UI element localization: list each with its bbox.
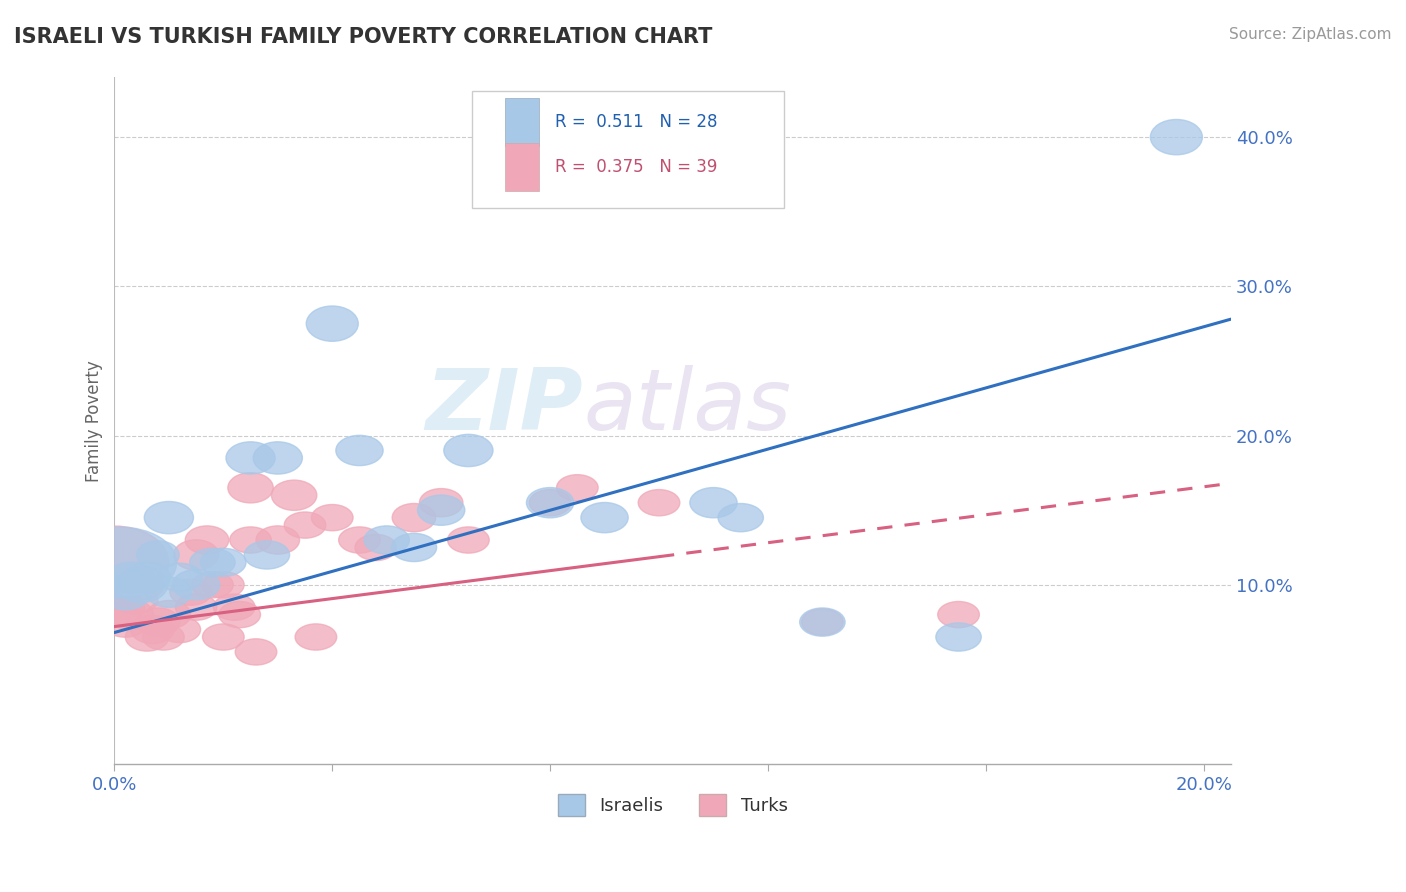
- Ellipse shape: [63, 527, 177, 598]
- Ellipse shape: [170, 579, 211, 606]
- Ellipse shape: [148, 600, 191, 629]
- Ellipse shape: [391, 533, 437, 562]
- Ellipse shape: [447, 527, 489, 553]
- Ellipse shape: [173, 570, 219, 600]
- Ellipse shape: [145, 501, 194, 533]
- Ellipse shape: [419, 489, 463, 516]
- Ellipse shape: [60, 526, 169, 599]
- Ellipse shape: [253, 442, 302, 474]
- Ellipse shape: [103, 607, 148, 637]
- Ellipse shape: [364, 526, 409, 554]
- Ellipse shape: [159, 616, 201, 642]
- Ellipse shape: [146, 577, 191, 607]
- Ellipse shape: [96, 591, 145, 624]
- Ellipse shape: [114, 585, 157, 614]
- Ellipse shape: [229, 527, 271, 553]
- Ellipse shape: [284, 512, 326, 538]
- Ellipse shape: [108, 599, 153, 630]
- Ellipse shape: [529, 490, 571, 516]
- Ellipse shape: [718, 503, 763, 532]
- Ellipse shape: [226, 442, 276, 474]
- Text: atlas: atlas: [583, 366, 792, 449]
- Ellipse shape: [801, 609, 844, 635]
- Ellipse shape: [638, 490, 681, 516]
- Ellipse shape: [392, 503, 436, 532]
- Ellipse shape: [557, 475, 598, 501]
- Text: R =  0.511   N = 28: R = 0.511 N = 28: [555, 113, 718, 131]
- Ellipse shape: [190, 549, 235, 576]
- Ellipse shape: [312, 505, 353, 531]
- Ellipse shape: [120, 570, 165, 600]
- Ellipse shape: [125, 623, 169, 651]
- Y-axis label: Family Poverty: Family Poverty: [86, 359, 103, 482]
- Ellipse shape: [142, 624, 184, 650]
- Legend: Israelis, Turks: Israelis, Turks: [550, 787, 794, 823]
- Text: R =  0.375   N = 39: R = 0.375 N = 39: [555, 158, 718, 176]
- Ellipse shape: [235, 639, 277, 665]
- Ellipse shape: [938, 601, 980, 628]
- FancyBboxPatch shape: [505, 98, 538, 146]
- Ellipse shape: [444, 434, 494, 467]
- Ellipse shape: [107, 562, 155, 592]
- Ellipse shape: [202, 572, 245, 598]
- Ellipse shape: [186, 526, 229, 554]
- Ellipse shape: [690, 488, 737, 518]
- Ellipse shape: [339, 527, 380, 553]
- Text: Source: ZipAtlas.com: Source: ZipAtlas.com: [1229, 27, 1392, 42]
- Ellipse shape: [256, 526, 299, 554]
- Ellipse shape: [202, 624, 245, 650]
- Ellipse shape: [214, 594, 254, 620]
- Ellipse shape: [526, 488, 574, 518]
- Ellipse shape: [307, 306, 359, 342]
- Ellipse shape: [157, 563, 202, 591]
- Ellipse shape: [124, 562, 170, 592]
- Ellipse shape: [245, 541, 290, 569]
- Ellipse shape: [936, 623, 981, 651]
- FancyBboxPatch shape: [471, 91, 785, 208]
- Ellipse shape: [100, 574, 152, 610]
- Text: ISRAELI VS TURKISH FAMILY POVERTY CORRELATION CHART: ISRAELI VS TURKISH FAMILY POVERTY CORREL…: [14, 27, 713, 46]
- Ellipse shape: [295, 624, 336, 650]
- Ellipse shape: [131, 615, 174, 644]
- Ellipse shape: [191, 572, 233, 598]
- Ellipse shape: [336, 435, 382, 466]
- Ellipse shape: [173, 540, 219, 570]
- Ellipse shape: [354, 534, 396, 560]
- Ellipse shape: [201, 549, 246, 576]
- Ellipse shape: [581, 502, 628, 533]
- Ellipse shape: [418, 495, 465, 525]
- Ellipse shape: [228, 473, 273, 503]
- Ellipse shape: [136, 608, 180, 636]
- Ellipse shape: [800, 608, 845, 636]
- Ellipse shape: [219, 601, 260, 628]
- Ellipse shape: [115, 567, 167, 602]
- FancyBboxPatch shape: [505, 143, 538, 191]
- Ellipse shape: [136, 541, 180, 569]
- Ellipse shape: [271, 480, 316, 510]
- Ellipse shape: [176, 594, 217, 620]
- Text: ZIP: ZIP: [426, 366, 583, 449]
- Ellipse shape: [1150, 120, 1202, 155]
